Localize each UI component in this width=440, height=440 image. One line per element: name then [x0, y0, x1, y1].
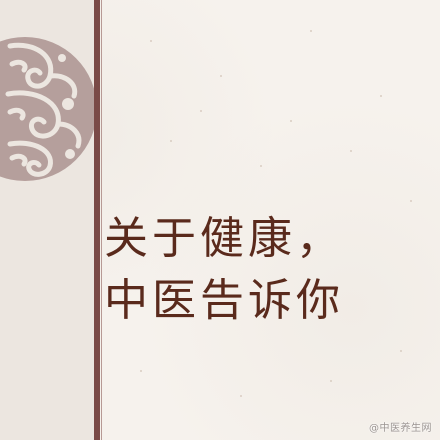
headline-line-1: 关于健康，	[104, 213, 344, 264]
vertical-border-line	[94, 0, 100, 440]
headline: 关于健康， 中医告诉你	[104, 208, 414, 332]
vertical-border-hairline	[101, 0, 102, 440]
watermark: @中医养生网	[369, 423, 432, 434]
headline-line-2: 中医告诉你	[104, 275, 344, 326]
auspicious-cloud-medallion-icon	[0, 37, 97, 181]
